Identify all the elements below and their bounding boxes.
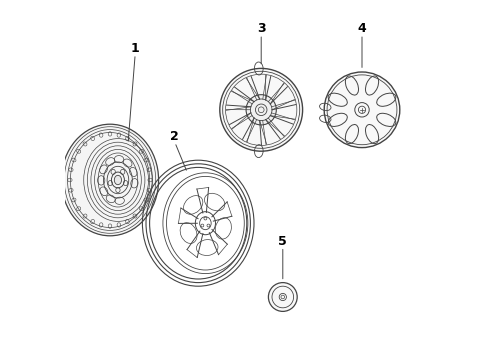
Text: 3: 3 [257,22,266,35]
Circle shape [324,72,400,148]
Text: 4: 4 [358,22,367,35]
Ellipse shape [114,175,122,185]
Circle shape [220,68,303,151]
Circle shape [246,95,276,125]
Text: 5: 5 [278,235,287,248]
Text: 1: 1 [131,42,140,55]
Text: 2: 2 [171,130,179,143]
Circle shape [269,283,297,311]
Ellipse shape [61,124,159,236]
